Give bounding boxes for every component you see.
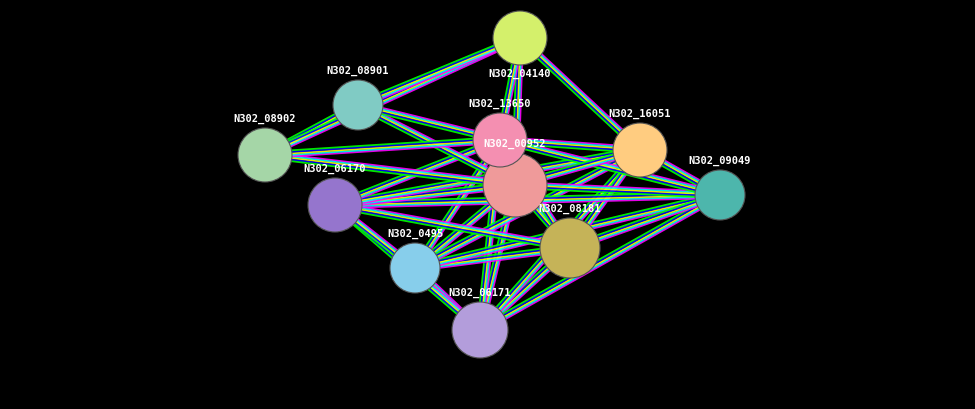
Circle shape [695, 170, 745, 220]
Text: N302_13650: N302_13650 [469, 99, 531, 109]
Circle shape [613, 123, 667, 177]
Text: N302_08901: N302_08901 [327, 66, 389, 76]
Text: N302_06170: N302_06170 [304, 164, 367, 174]
Circle shape [473, 113, 527, 167]
Text: N302_09049: N302_09049 [688, 156, 752, 166]
Circle shape [238, 128, 292, 182]
Circle shape [308, 178, 362, 232]
Circle shape [333, 80, 383, 130]
Circle shape [452, 302, 508, 358]
Text: N302_08902: N302_08902 [234, 114, 296, 124]
Circle shape [390, 243, 440, 293]
Text: N302_16051: N302_16051 [608, 109, 671, 119]
Circle shape [540, 218, 600, 278]
Text: N302_0495: N302_0495 [387, 229, 443, 239]
Text: N302_04140: N302_04140 [488, 69, 551, 79]
Circle shape [493, 11, 547, 65]
Text: N302_06171: N302_06171 [448, 288, 511, 298]
Text: N302_08181: N302_08181 [539, 204, 602, 214]
Text: N302_00952: N302_00952 [484, 139, 546, 149]
Circle shape [483, 153, 547, 217]
